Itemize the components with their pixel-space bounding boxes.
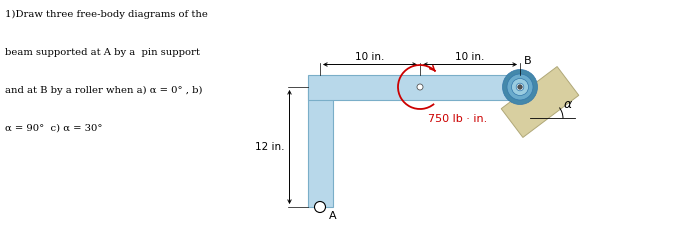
Text: 12 in.: 12 in. bbox=[255, 142, 284, 152]
Text: α = 90°  c) α = 30°: α = 90° c) α = 30° bbox=[5, 124, 103, 133]
Polygon shape bbox=[501, 67, 579, 137]
Text: 10 in.: 10 in. bbox=[455, 52, 484, 63]
Circle shape bbox=[417, 84, 423, 90]
Circle shape bbox=[315, 202, 326, 212]
Circle shape bbox=[507, 74, 533, 100]
Text: and at B by a roller when a) α = 0° , b): and at B by a roller when a) α = 0° , b) bbox=[5, 86, 202, 95]
Circle shape bbox=[502, 70, 538, 104]
Text: 10 in.: 10 in. bbox=[355, 52, 385, 63]
Text: A: A bbox=[329, 211, 337, 221]
Text: 750 lb · in.: 750 lb · in. bbox=[428, 114, 487, 124]
Bar bbox=[308, 74, 520, 99]
Circle shape bbox=[516, 83, 524, 91]
Bar bbox=[308, 87, 333, 207]
Text: beam supported at A by a  pin support: beam supported at A by a pin support bbox=[5, 48, 200, 57]
Circle shape bbox=[518, 85, 522, 89]
Text: B: B bbox=[524, 56, 531, 66]
Circle shape bbox=[511, 79, 529, 95]
Text: 1)Draw three free-body diagrams of the: 1)Draw three free-body diagrams of the bbox=[5, 10, 208, 19]
Text: α: α bbox=[564, 98, 572, 111]
